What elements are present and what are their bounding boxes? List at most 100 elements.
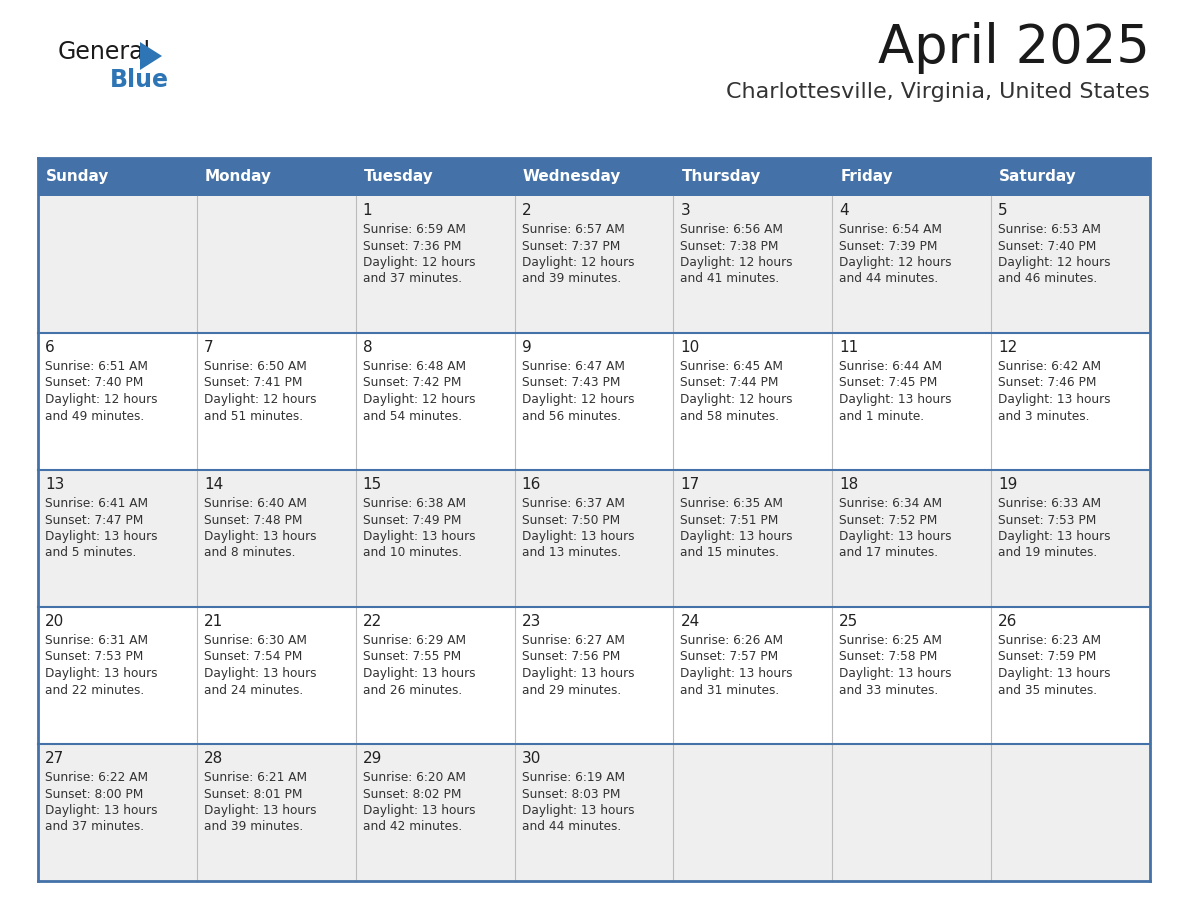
- Text: Daylight: 12 hours: Daylight: 12 hours: [45, 393, 158, 406]
- Text: and 33 minutes.: and 33 minutes.: [839, 684, 939, 697]
- Polygon shape: [140, 42, 162, 70]
- Text: 21: 21: [204, 614, 223, 629]
- Text: Daylight: 13 hours: Daylight: 13 hours: [45, 530, 158, 543]
- Text: and 26 minutes.: and 26 minutes.: [362, 684, 462, 697]
- Text: Sunset: 7:56 PM: Sunset: 7:56 PM: [522, 651, 620, 664]
- Text: Sunrise: 6:59 AM: Sunrise: 6:59 AM: [362, 223, 466, 236]
- Text: and 35 minutes.: and 35 minutes.: [998, 684, 1098, 697]
- Text: and 5 minutes.: and 5 minutes.: [45, 546, 137, 559]
- Text: and 13 minutes.: and 13 minutes.: [522, 546, 620, 559]
- Text: 4: 4: [839, 203, 849, 218]
- Text: Sunset: 7:47 PM: Sunset: 7:47 PM: [45, 513, 144, 527]
- Text: Monday: Monday: [204, 170, 272, 185]
- Text: Daylight: 13 hours: Daylight: 13 hours: [204, 530, 316, 543]
- Text: and 37 minutes.: and 37 minutes.: [362, 273, 462, 285]
- Text: Daylight: 13 hours: Daylight: 13 hours: [522, 667, 634, 680]
- Text: Sunset: 7:44 PM: Sunset: 7:44 PM: [681, 376, 779, 389]
- Text: 29: 29: [362, 751, 383, 766]
- Text: and 41 minutes.: and 41 minutes.: [681, 273, 779, 285]
- Text: Friday: Friday: [840, 170, 893, 185]
- Text: Sunrise: 6:38 AM: Sunrise: 6:38 AM: [362, 497, 466, 510]
- Bar: [38, 196, 1150, 333]
- Text: 13: 13: [45, 477, 64, 492]
- Text: 27: 27: [45, 751, 64, 766]
- Text: and 54 minutes.: and 54 minutes.: [362, 409, 462, 422]
- Text: 23: 23: [522, 614, 541, 629]
- Text: Daylight: 12 hours: Daylight: 12 hours: [998, 256, 1111, 269]
- Text: Sunset: 8:01 PM: Sunset: 8:01 PM: [204, 788, 302, 800]
- Text: Sunrise: 6:44 AM: Sunrise: 6:44 AM: [839, 360, 942, 373]
- Text: and 39 minutes.: and 39 minutes.: [522, 273, 620, 285]
- Text: Sunset: 7:49 PM: Sunset: 7:49 PM: [362, 513, 461, 527]
- Text: Daylight: 12 hours: Daylight: 12 hours: [681, 256, 792, 269]
- Text: Sunset: 7:59 PM: Sunset: 7:59 PM: [998, 651, 1097, 664]
- Text: Sunrise: 6:57 AM: Sunrise: 6:57 AM: [522, 223, 625, 236]
- Text: Sunset: 7:53 PM: Sunset: 7:53 PM: [998, 513, 1097, 527]
- Text: Sunset: 7:40 PM: Sunset: 7:40 PM: [998, 240, 1097, 252]
- Text: 19: 19: [998, 477, 1017, 492]
- Text: and 37 minutes.: and 37 minutes.: [45, 821, 144, 834]
- Text: Sunrise: 6:41 AM: Sunrise: 6:41 AM: [45, 497, 148, 510]
- Text: 6: 6: [45, 340, 55, 355]
- Text: Sunset: 7:55 PM: Sunset: 7:55 PM: [362, 651, 461, 664]
- Text: Sunset: 7:39 PM: Sunset: 7:39 PM: [839, 240, 937, 252]
- Text: 3: 3: [681, 203, 690, 218]
- Text: Daylight: 12 hours: Daylight: 12 hours: [204, 393, 316, 406]
- Text: Daylight: 12 hours: Daylight: 12 hours: [362, 393, 475, 406]
- Text: Sunrise: 6:40 AM: Sunrise: 6:40 AM: [204, 497, 307, 510]
- Text: Daylight: 12 hours: Daylight: 12 hours: [522, 393, 634, 406]
- Text: and 22 minutes.: and 22 minutes.: [45, 684, 144, 697]
- Text: Sunrise: 6:47 AM: Sunrise: 6:47 AM: [522, 360, 625, 373]
- Text: 18: 18: [839, 477, 859, 492]
- Text: Charlottesville, Virginia, United States: Charlottesville, Virginia, United States: [726, 82, 1150, 102]
- Text: Sunset: 7:52 PM: Sunset: 7:52 PM: [839, 513, 937, 527]
- Text: Sunrise: 6:26 AM: Sunrise: 6:26 AM: [681, 634, 783, 647]
- Text: April 2025: April 2025: [878, 22, 1150, 74]
- Text: Sunset: 7:48 PM: Sunset: 7:48 PM: [204, 513, 302, 527]
- Text: Daylight: 13 hours: Daylight: 13 hours: [204, 667, 316, 680]
- Text: and 46 minutes.: and 46 minutes.: [998, 273, 1098, 285]
- Text: Daylight: 13 hours: Daylight: 13 hours: [998, 393, 1111, 406]
- Text: 17: 17: [681, 477, 700, 492]
- Text: and 49 minutes.: and 49 minutes.: [45, 409, 144, 422]
- Text: Sunrise: 6:27 AM: Sunrise: 6:27 AM: [522, 634, 625, 647]
- Text: and 17 minutes.: and 17 minutes.: [839, 546, 939, 559]
- Text: Sunset: 7:38 PM: Sunset: 7:38 PM: [681, 240, 779, 252]
- Text: Sunrise: 6:53 AM: Sunrise: 6:53 AM: [998, 223, 1101, 236]
- Text: and 3 minutes.: and 3 minutes.: [998, 409, 1089, 422]
- Text: Sunrise: 6:21 AM: Sunrise: 6:21 AM: [204, 771, 307, 784]
- Text: Daylight: 13 hours: Daylight: 13 hours: [522, 804, 634, 817]
- Text: and 44 minutes.: and 44 minutes.: [839, 273, 939, 285]
- Text: and 8 minutes.: and 8 minutes.: [204, 546, 296, 559]
- Text: 8: 8: [362, 340, 372, 355]
- Text: 30: 30: [522, 751, 541, 766]
- Text: Daylight: 13 hours: Daylight: 13 hours: [45, 667, 158, 680]
- Text: Sunrise: 6:20 AM: Sunrise: 6:20 AM: [362, 771, 466, 784]
- Text: Sunrise: 6:56 AM: Sunrise: 6:56 AM: [681, 223, 783, 236]
- Text: 26: 26: [998, 614, 1017, 629]
- Text: Sunday: Sunday: [46, 170, 109, 185]
- Text: Daylight: 13 hours: Daylight: 13 hours: [839, 393, 952, 406]
- Text: Sunset: 7:37 PM: Sunset: 7:37 PM: [522, 240, 620, 252]
- Text: and 51 minutes.: and 51 minutes.: [204, 409, 303, 422]
- Bar: [38, 470, 1150, 607]
- Text: Daylight: 13 hours: Daylight: 13 hours: [998, 667, 1111, 680]
- Bar: [38, 333, 1150, 470]
- Text: Thursday: Thursday: [682, 170, 760, 185]
- Text: Sunset: 7:42 PM: Sunset: 7:42 PM: [362, 376, 461, 389]
- Text: Sunset: 7:58 PM: Sunset: 7:58 PM: [839, 651, 937, 664]
- Text: Sunset: 7:45 PM: Sunset: 7:45 PM: [839, 376, 937, 389]
- Text: Sunrise: 6:29 AM: Sunrise: 6:29 AM: [362, 634, 466, 647]
- Text: Sunset: 7:46 PM: Sunset: 7:46 PM: [998, 376, 1097, 389]
- Text: Sunset: 7:53 PM: Sunset: 7:53 PM: [45, 651, 144, 664]
- Text: Daylight: 12 hours: Daylight: 12 hours: [522, 256, 634, 269]
- Text: Sunrise: 6:23 AM: Sunrise: 6:23 AM: [998, 634, 1101, 647]
- Text: Sunrise: 6:54 AM: Sunrise: 6:54 AM: [839, 223, 942, 236]
- Text: and 15 minutes.: and 15 minutes.: [681, 546, 779, 559]
- Text: Sunset: 8:02 PM: Sunset: 8:02 PM: [362, 788, 461, 800]
- Text: General: General: [58, 40, 151, 64]
- Text: Sunset: 7:50 PM: Sunset: 7:50 PM: [522, 513, 620, 527]
- Text: 24: 24: [681, 614, 700, 629]
- Text: Blue: Blue: [110, 68, 169, 92]
- Text: Sunset: 7:51 PM: Sunset: 7:51 PM: [681, 513, 778, 527]
